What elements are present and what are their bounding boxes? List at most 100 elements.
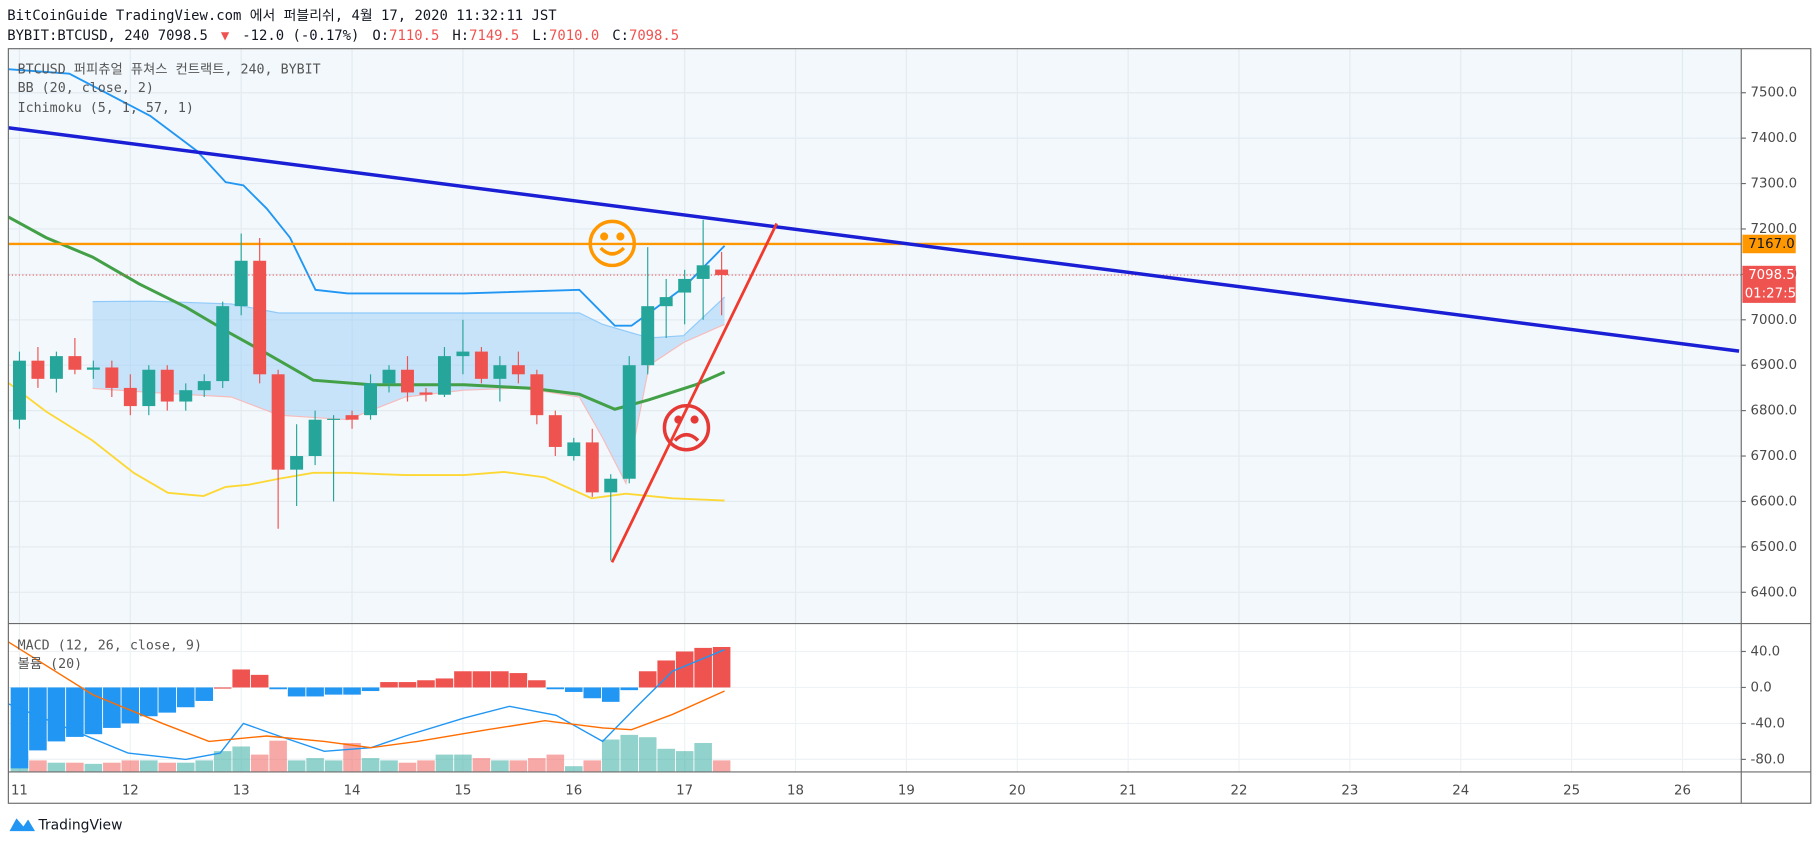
- volume-bar: [472, 758, 491, 772]
- y-tick-label: 0.0: [1751, 680, 1772, 695]
- histogram-bar: [84, 687, 103, 735]
- volume-bar: [398, 762, 417, 772]
- candle-body: [401, 369, 414, 393]
- candle-body: [715, 269, 729, 276]
- candle-body: [530, 374, 544, 416]
- histogram-bar: [546, 687, 565, 690]
- y-tick-label: 7300.0: [1751, 177, 1798, 192]
- volume-bar: [694, 742, 712, 772]
- legend-entry: MACD (12, 26, close, 9): [18, 639, 202, 654]
- volume-bar: [232, 746, 250, 772]
- candle-body: [105, 367, 119, 388]
- candle-body: [49, 356, 63, 379]
- candle-body: [641, 306, 655, 366]
- candle-body: [511, 365, 525, 375]
- candle-body: [86, 367, 100, 370]
- symbol: BYBIT:BTCUSD, 240 7098.5: [7, 28, 208, 44]
- volume-bar: [287, 760, 306, 772]
- histogram-bar: [269, 687, 287, 690]
- header-title: BitCoinGuide TradingView.com 에서 퍼블리쉬, 4월…: [7, 8, 557, 24]
- candle-body: [678, 278, 692, 293]
- price-plot: [8, 68, 1742, 563]
- histogram-bar: [140, 687, 158, 717]
- y-tick-label: 6700.0: [1751, 449, 1798, 464]
- candle-body: [197, 381, 211, 391]
- histogram-bar: [10, 687, 29, 769]
- x-tick-label: 15: [454, 784, 471, 799]
- y-tick-label: 7400.0: [1751, 131, 1798, 146]
- histogram-bar: [103, 687, 121, 728]
- ohlc-key: O:: [372, 28, 389, 44]
- level-tag-label: 7167.0: [1748, 237, 1795, 252]
- histogram-bar: [343, 687, 361, 695]
- candle-body: [179, 390, 193, 402]
- volume-bar: [269, 740, 287, 772]
- histogram-bar: [380, 682, 398, 688]
- candle-body: [474, 351, 488, 379]
- histogram-bar: [361, 687, 380, 692]
- candle-body: [437, 356, 451, 395]
- level-tag: [1742, 234, 1796, 254]
- header-quote: BYBIT:BTCUSD, 240 7098.5 ▼ -12.0 (-0.17%…: [7, 28, 679, 44]
- histogram-bar: [287, 687, 306, 697]
- volume-bar: [361, 758, 380, 772]
- histogram-bar: [565, 687, 583, 692]
- histogram-bar: [601, 687, 620, 702]
- trend-line: [610, 222, 778, 563]
- legend-entry: Ichimoku (5, 1, 57, 1): [18, 101, 194, 116]
- volume-bar: [29, 760, 47, 772]
- candle-body: [160, 369, 174, 402]
- volume-bar: [509, 760, 528, 772]
- x-tick-label: 17: [676, 784, 693, 799]
- indicator-line: [8, 68, 726, 327]
- histogram-bar: [306, 687, 324, 697]
- histogram-bar: [435, 678, 454, 688]
- candle-body: [419, 392, 433, 395]
- candle-body: [456, 351, 470, 357]
- volume-bar: [491, 760, 509, 772]
- volume-bar: [454, 754, 472, 772]
- volume-bar: [380, 760, 398, 772]
- volume-bar: [528, 758, 546, 772]
- legend-entry: BTCUSD 퍼피츄얼 퓨쳐스 컨트랙트, 240, BYBIT: [18, 62, 321, 78]
- volume-bar: [158, 762, 177, 772]
- volume-bar: [657, 748, 675, 772]
- candle-body: [123, 387, 137, 407]
- histogram-bar: [712, 646, 731, 688]
- cloud-edge: [92, 323, 725, 486]
- change-arrow: ▼: [221, 28, 230, 44]
- volume-bar: [324, 760, 343, 772]
- histogram-bar: [324, 687, 343, 695]
- histogram-bar: [66, 687, 84, 737]
- volume-bar: [47, 762, 66, 772]
- x-tick-label: 12: [122, 784, 139, 799]
- histogram-bar: [213, 687, 232, 689]
- x-tick-label: 13: [233, 784, 250, 799]
- legend-entry: 볼륨 (20): [18, 656, 83, 672]
- grid: [8, 48, 1742, 772]
- candle-body: [234, 260, 248, 307]
- histogram-bar: [491, 671, 509, 688]
- x-tick-label: 25: [1563, 784, 1580, 799]
- histogram-bar: [195, 687, 214, 701]
- histogram-bar: [417, 680, 435, 688]
- y-tick-label: -80.0: [1751, 752, 1785, 767]
- histogram-bar: [176, 687, 195, 708]
- volume-bar: [601, 739, 620, 772]
- candle-body: [68, 356, 82, 370]
- ohlc-value: 7010.0: [549, 28, 599, 44]
- histogram-bar: [472, 671, 491, 688]
- histogram-bar: [158, 687, 177, 713]
- macd-line: [8, 649, 725, 761]
- candle-body: [327, 418, 341, 420]
- candle-body: [548, 415, 562, 447]
- legend-entry: BB (20, close, 2): [18, 81, 154, 96]
- volume-bar: [343, 742, 361, 772]
- signal-line: [8, 641, 725, 749]
- trend-line: [8, 126, 1740, 353]
- candle-body: [216, 306, 230, 382]
- price-pane: [8, 48, 1742, 624]
- volume-bar: [712, 760, 731, 772]
- candle-body: [493, 365, 507, 379]
